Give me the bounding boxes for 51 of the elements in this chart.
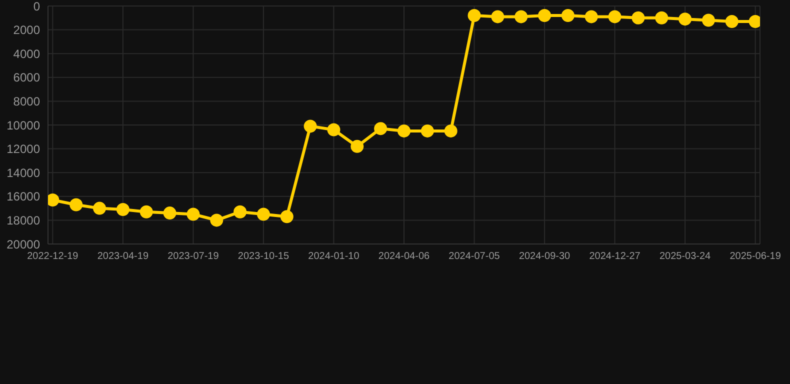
point: [140, 205, 153, 218]
point: [327, 123, 340, 136]
point: [210, 214, 224, 227]
x-tick-label: 2022-12-19: [27, 251, 79, 262]
x-tick-label: 2024-12-27: [589, 251, 641, 262]
point: [280, 210, 294, 224]
point: [561, 9, 574, 22]
point: [608, 10, 622, 24]
y-tick-label: 6000: [13, 70, 40, 85]
x-tick-label: 2025-06-19: [730, 251, 782, 262]
x-tick-label: 2025-03-24: [659, 251, 712, 262]
point: [538, 9, 552, 22]
x-tick-label: 2024-09-30: [518, 251, 571, 262]
y-tick-label: 14000: [6, 166, 40, 180]
y-tick-label: 12000: [6, 142, 40, 156]
y-tick-label: 0: [33, 0, 40, 14]
y-tick-label: 8000: [13, 94, 40, 108]
y-tick-label: 10000: [6, 118, 40, 132]
point: [514, 10, 528, 24]
point: [93, 202, 106, 215]
point: [234, 205, 247, 218]
point: [116, 202, 130, 216]
x-tick-label: 2024-07-05: [448, 251, 500, 262]
x-tick-label: 2023-10-15: [238, 251, 290, 262]
point: [70, 198, 83, 212]
point: [186, 208, 200, 221]
y-tick-label: 2000: [13, 23, 40, 38]
point: [655, 11, 668, 24]
x-tick-label: 2023-04-19: [97, 251, 149, 262]
x-tick-label: 2023-07-19: [168, 251, 220, 262]
y-tick-label: 16000: [6, 190, 40, 204]
point: [163, 206, 176, 220]
point: [256, 208, 270, 221]
point: [725, 14, 738, 28]
point: [304, 120, 317, 133]
y-tick-label: 4000: [13, 46, 40, 61]
point: [444, 124, 458, 138]
point: [632, 11, 645, 24]
point: [398, 124, 410, 138]
point: [584, 10, 598, 24]
point: [420, 124, 434, 138]
x-tick-label: 2024-01-10: [308, 251, 360, 262]
point: [374, 122, 388, 136]
y-tick-label: 18000: [6, 213, 40, 228]
y-tick-label: 20000: [6, 237, 40, 252]
point: [491, 10, 504, 24]
point: [678, 12, 692, 26]
point: [702, 14, 715, 27]
point: [468, 9, 481, 22]
x-tick-label: 2024-04-06: [378, 251, 430, 262]
point: [350, 140, 364, 153]
